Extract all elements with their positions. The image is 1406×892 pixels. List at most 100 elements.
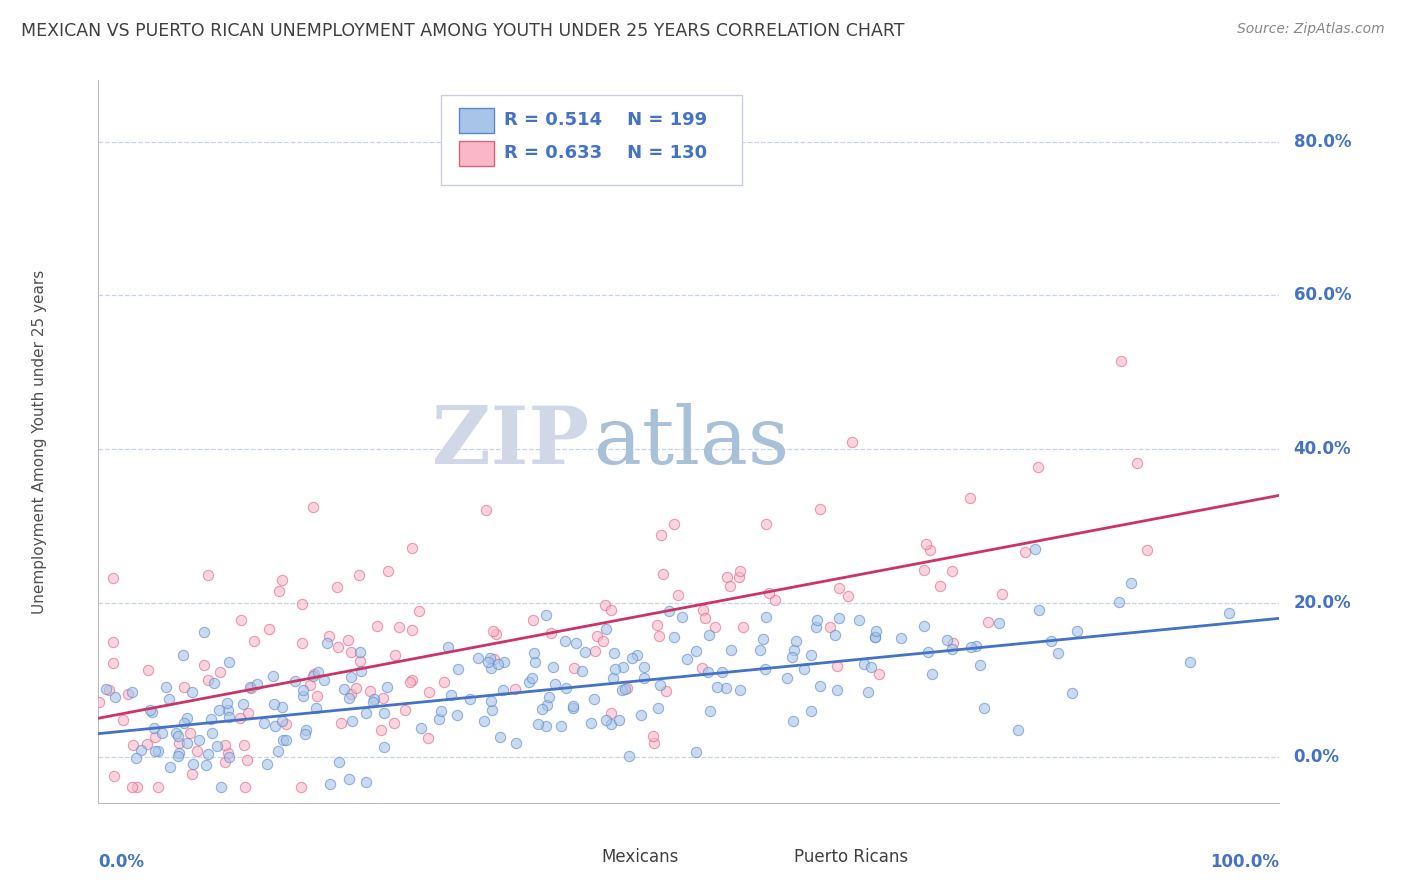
- Point: [697, 665, 720, 680]
- Point: [437, 640, 460, 654]
- Point: [841, 435, 863, 450]
- Point: [531, 701, 554, 715]
- Point: [1108, 595, 1130, 609]
- Point: [472, 714, 495, 728]
- Point: [200, 712, 222, 726]
- Point: [409, 721, 432, 735]
- Point: [208, 703, 231, 717]
- Point: [155, 681, 177, 695]
- Point: [863, 630, 886, 644]
- Point: [555, 681, 578, 695]
- Point: [218, 710, 240, 724]
- Point: [749, 642, 772, 657]
- Point: [579, 716, 602, 731]
- Point: [433, 674, 456, 689]
- Point: [561, 698, 583, 713]
- Point: [1109, 353, 1132, 368]
- Point: [492, 683, 515, 698]
- Point: [494, 655, 516, 669]
- Point: [676, 651, 699, 665]
- Text: Puerto Ricans: Puerto Ricans: [794, 848, 908, 866]
- Point: [1047, 646, 1070, 660]
- Point: [890, 631, 912, 645]
- Point: [363, 691, 385, 706]
- Point: [692, 602, 714, 616]
- Point: [800, 704, 823, 718]
- Point: [621, 651, 644, 665]
- Point: [298, 678, 321, 692]
- Point: [370, 723, 392, 737]
- Point: [915, 537, 938, 551]
- Point: [1218, 606, 1240, 620]
- Point: [103, 769, 125, 783]
- Point: [936, 632, 959, 647]
- Point: [685, 643, 707, 657]
- Point: [440, 688, 463, 702]
- Point: [319, 777, 342, 791]
- Point: [474, 503, 496, 517]
- Point: [214, 755, 236, 769]
- Point: [793, 662, 815, 676]
- Point: [242, 634, 264, 648]
- Point: [824, 628, 846, 642]
- Point: [366, 619, 388, 633]
- Point: [103, 634, 125, 648]
- Point: [626, 648, 648, 663]
- Point: [520, 671, 543, 685]
- Point: [384, 648, 406, 662]
- Point: [592, 634, 614, 648]
- Point: [104, 690, 127, 705]
- Point: [214, 739, 236, 753]
- Point: [603, 662, 626, 676]
- Point: [274, 716, 297, 731]
- Point: [630, 707, 652, 722]
- Point: [655, 683, 678, 698]
- Point: [337, 772, 360, 786]
- Text: R = 0.633    N = 130: R = 0.633 N = 130: [503, 144, 707, 161]
- Point: [274, 733, 297, 747]
- Point: [271, 714, 294, 728]
- Text: 100.0%: 100.0%: [1211, 854, 1279, 871]
- Point: [731, 619, 754, 633]
- FancyBboxPatch shape: [458, 109, 494, 133]
- Point: [863, 631, 886, 645]
- Point: [291, 636, 314, 650]
- Point: [643, 736, 665, 750]
- Point: [574, 645, 596, 659]
- Point: [354, 706, 377, 721]
- Point: [828, 581, 851, 595]
- Point: [699, 628, 721, 642]
- Point: [755, 610, 778, 624]
- Point: [991, 587, 1014, 601]
- Point: [973, 700, 995, 714]
- Point: [716, 570, 738, 584]
- Point: [302, 666, 325, 681]
- Point: [610, 683, 633, 698]
- Point: [484, 651, 506, 665]
- Point: [215, 697, 238, 711]
- Point: [641, 729, 664, 743]
- Point: [600, 706, 623, 720]
- Point: [600, 717, 623, 731]
- Point: [853, 657, 876, 672]
- Point: [187, 732, 209, 747]
- Point: [754, 663, 776, 677]
- Text: Source: ZipAtlas.com: Source: ZipAtlas.com: [1237, 22, 1385, 37]
- Point: [217, 746, 239, 760]
- Point: [347, 567, 370, 582]
- Point: [295, 723, 318, 737]
- Point: [231, 613, 253, 627]
- Point: [356, 775, 378, 789]
- Point: [388, 620, 411, 634]
- Point: [141, 705, 163, 719]
- Point: [307, 690, 329, 704]
- Point: [246, 677, 269, 691]
- Point: [344, 681, 367, 695]
- Point: [218, 655, 240, 669]
- Point: [1066, 624, 1088, 638]
- Text: atlas: atlas: [595, 402, 790, 481]
- Point: [648, 629, 671, 643]
- Point: [373, 740, 395, 755]
- Point: [173, 716, 195, 731]
- Point: [271, 732, 294, 747]
